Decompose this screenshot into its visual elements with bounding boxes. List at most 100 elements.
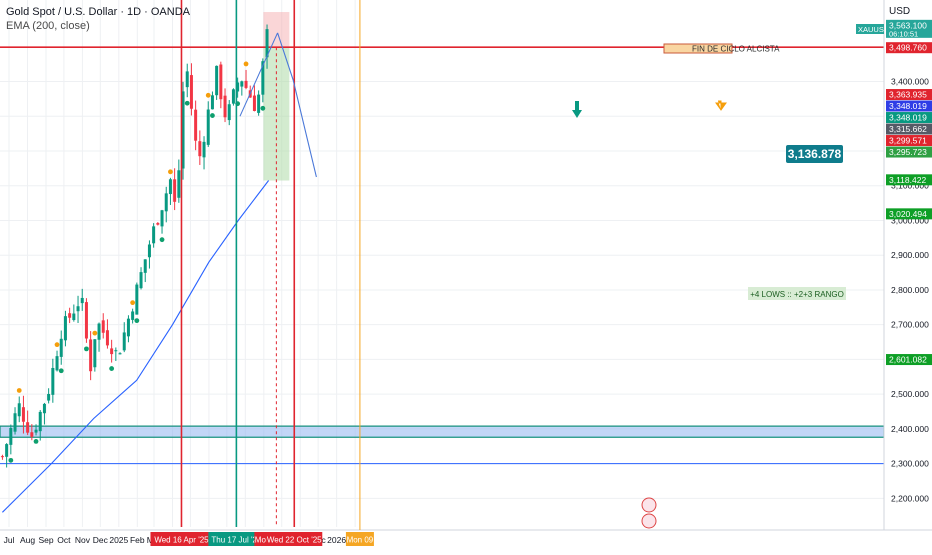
- candle-body: [9, 428, 13, 445]
- candle-body: [30, 432, 34, 437]
- sell-signal-dot: [16, 388, 22, 393]
- candle-body: [5, 444, 9, 457]
- buy-signal-dot: [260, 105, 266, 111]
- candle-body: [215, 65, 219, 96]
- price-badge: [886, 123, 932, 135]
- up-arrow-icon: [572, 101, 582, 118]
- candle-body: [76, 306, 80, 312]
- candle-body: [97, 323, 101, 340]
- candle-body: [47, 393, 51, 401]
- candle-body: [42, 403, 46, 414]
- candle-body: [152, 226, 156, 244]
- price-tick-label: 2,200.000: [891, 493, 929, 503]
- price-badge-label: 3,563.100: [889, 20, 927, 30]
- candle-body: [110, 348, 114, 355]
- candle-body: [231, 89, 235, 104]
- candle-body: [147, 244, 151, 258]
- lows-label: +4 LOWS :: +2+3 RANGO: [750, 290, 844, 299]
- down-arrow-icon: [715, 100, 727, 111]
- price-badge-label: 2,601.082: [889, 355, 927, 365]
- time-tick-label: Nov: [75, 535, 91, 545]
- flash-event-icon: [641, 497, 657, 513]
- candle-body: [13, 413, 17, 432]
- candle-body: [68, 313, 72, 318]
- price-axis: 3,400.0003,300.0003,200.0003,100.0003,00…: [856, 0, 932, 550]
- level-lines: [0, 46, 884, 465]
- buy-signal-dot: [33, 439, 39, 444]
- price-badge-label: 3,363.935: [889, 90, 927, 100]
- price-tick-label: 3,000.000: [891, 215, 929, 225]
- chart-title: Gold Spot / U.S. Dollar · 1D · OANDA: [6, 6, 190, 18]
- candle-body: [240, 81, 244, 87]
- candle-body: [0, 456, 4, 458]
- candle-body: [173, 179, 177, 202]
- buy-signal-dot: [58, 368, 64, 374]
- candle-body: [122, 332, 126, 351]
- price-tick-label: 2,400.000: [891, 424, 929, 434]
- candle-body: [93, 339, 97, 368]
- candle-body: [194, 109, 198, 141]
- candle-body: [189, 75, 193, 109]
- candle-body: [105, 330, 109, 346]
- candle-body: [63, 316, 67, 341]
- sell-signal-dot: [168, 169, 173, 175]
- candles: [0, 24, 269, 468]
- candle-body: [252, 95, 256, 111]
- date-badge: [208, 532, 265, 546]
- price-tick-label: 2,300.000: [891, 459, 929, 469]
- time-tick-label: Aug: [20, 535, 35, 545]
- candle-body: [160, 210, 164, 227]
- price-badge: [886, 19, 932, 38]
- candle-body: [84, 302, 88, 339]
- sell-signal-dot: [54, 342, 60, 348]
- buy-signal-dot: [184, 100, 190, 106]
- target-label: 3,136.878: [788, 147, 842, 161]
- price-badge-label: 3,315.662: [889, 124, 927, 134]
- price-tick-label: 2,500.000: [891, 389, 929, 399]
- candle-body: [26, 422, 30, 433]
- buy-signal-dot: [8, 457, 14, 463]
- support-zone: [0, 425, 885, 438]
- candle-body: [168, 179, 172, 195]
- candle-body: [21, 407, 25, 422]
- time-tick-label: Jul: [4, 535, 15, 545]
- candle-body: [244, 80, 248, 88]
- grid: [0, 0, 884, 534]
- time-tick-label: 2025: [109, 535, 128, 545]
- trend-line: [239, 32, 279, 117]
- candle-body: [219, 64, 223, 100]
- projection-path: [239, 32, 317, 178]
- ema-line: [2, 180, 270, 513]
- price-badge-timer: 06:10:51: [889, 29, 918, 38]
- price-badge-label: 3,118.422: [889, 175, 926, 185]
- us-flag-event-icon: [641, 513, 657, 529]
- sell-signal-dot: [243, 61, 249, 67]
- price-badge-label: 3,299.571: [889, 136, 927, 146]
- price-badge-label: 3,348.019: [889, 101, 927, 111]
- buy-signal-dot: [159, 237, 165, 243]
- time-tick-label: Dec: [93, 535, 109, 545]
- date-badge: [266, 532, 323, 546]
- price-badge: [886, 208, 932, 220]
- candle-body: [135, 284, 139, 315]
- price-badge: [886, 89, 932, 101]
- sell-signal-dot: [205, 92, 211, 98]
- candle-body: [265, 29, 269, 58]
- price-badge-label: 3,295.723: [889, 147, 927, 157]
- price-badge-label: 3,348.019: [889, 113, 927, 123]
- sell-signal-dot: [92, 330, 98, 336]
- cycle-label: FIN DE CICLO ALCISTA: [692, 45, 780, 54]
- sell-signal-dot: [130, 300, 136, 306]
- candle-body: [55, 356, 59, 371]
- price-tick-label: 2,700.000: [891, 320, 929, 330]
- support-zone-rect: [0, 425, 885, 438]
- buy-signal-dot: [84, 346, 89, 352]
- candle-body: [185, 71, 189, 88]
- currency-unit[interactable]: USD: [889, 6, 911, 17]
- price-tick-label: 2,800.000: [891, 285, 929, 295]
- candle-body: [156, 223, 160, 225]
- indicator-label: EMA (200, close): [6, 20, 90, 32]
